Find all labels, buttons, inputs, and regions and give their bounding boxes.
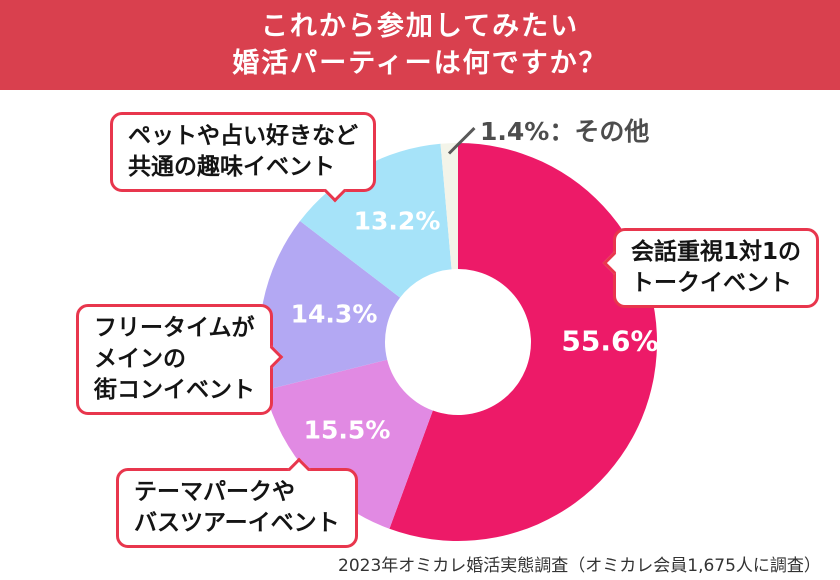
callout-themepark-line2: バスツアーイベント <box>134 510 340 537</box>
donut-segment-2 <box>258 221 401 391</box>
callout-themepark-line1: テーマパークや <box>134 479 295 505</box>
callout-talk-line2: トークイベント <box>631 270 792 297</box>
callout-talk-line1: 会話重視1対1の <box>631 239 802 265</box>
donut-segment-0 <box>389 143 657 541</box>
title-line-2: 婚活パーティーは何ですか？ <box>232 47 608 79</box>
pct-label-talk: 55.6% <box>561 324 659 358</box>
donut-segment-4 <box>440 143 458 270</box>
callout-freetime-line1: フリータイムが <box>94 315 255 341</box>
other-segment-label: 1.4%：その他 <box>480 117 650 146</box>
donut-segment-1 <box>264 359 433 529</box>
callout-freetime: フリータイムが メインの 街コンイベント <box>76 304 284 416</box>
callout-talk: 会話重視1対1の トークイベント <box>602 228 820 309</box>
callout-pets-line2: 共通の趣味イベント <box>128 154 335 181</box>
title-banner: これから参加してみたい 婚活パーティーは何ですか？ <box>0 0 840 90</box>
survey-caption: 2023年オミカレ婚活実態調査（オミカレ会員1,675人に調査） <box>338 556 821 576</box>
callout-themepark: テーマパークや バスツアーイベント <box>116 457 358 549</box>
pct-label-freetime: 14.3% <box>290 299 378 329</box>
pct-label-themepark: 15.5% <box>303 415 391 445</box>
donut-segment-3 <box>300 143 452 298</box>
callout-pets-line1: ペットや占い好きなど <box>128 123 358 149</box>
callout-pets: ペットや占い好きなど 共通の趣味イベント <box>110 112 376 203</box>
title-line-1: これから参加してみたい <box>260 10 580 42</box>
donut-chart-svg <box>258 143 657 541</box>
callout-freetime-line2: メインの <box>94 346 186 373</box>
callout-freetime-line3: 街コンイベント <box>94 377 255 404</box>
pct-label-pets: 13.2% <box>353 206 441 236</box>
